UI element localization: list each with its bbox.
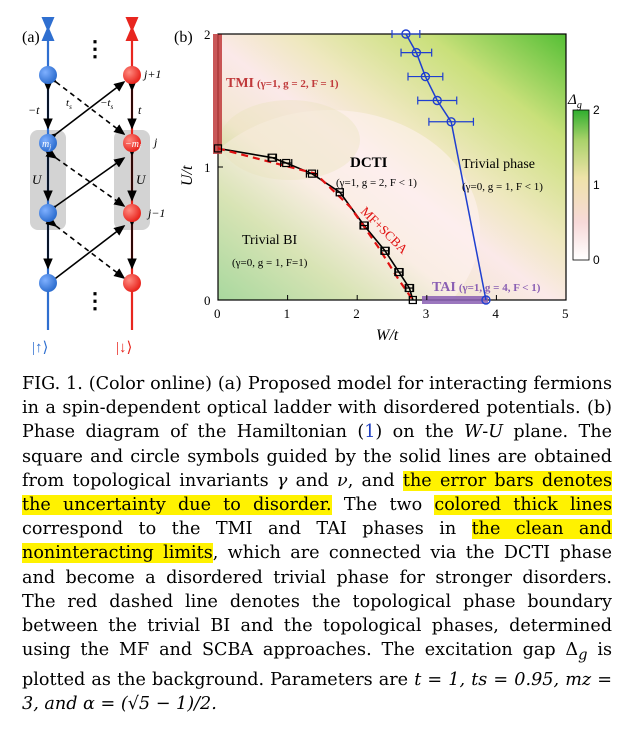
x-tick-label: 1	[284, 306, 291, 321]
square-marker	[394, 267, 404, 277]
region-tmi-label: TMI (γ=1, g = 2, F = 1)	[226, 76, 339, 91]
square-marker	[360, 221, 369, 230]
highlight-colored-lines: colored thick lines	[434, 495, 612, 516]
y-tick-label: 0	[204, 293, 211, 308]
region-bi-label: Trivial BI	[242, 233, 297, 248]
interaction-label-up: U	[32, 172, 43, 187]
tai-thick-line	[422, 296, 488, 304]
region-tai-label: TAI (γ=1, g = 4, F < 1)	[432, 280, 541, 295]
region-bi-invariants: (γ=0, g = 1, F=1)	[232, 257, 308, 269]
x-tick-label: 3	[423, 306, 430, 321]
x-tick-label: 5	[562, 306, 569, 321]
y-axis-label: U/t	[179, 165, 196, 186]
figure-caption: FIG. 1. (Color online) (a) Proposed mode…	[22, 374, 613, 715]
circle-marker	[411, 47, 422, 58]
panel-b-phase-diagram: (b) 0 1 2 3 4 5 0 1 2 TMI (γ=1, g = 2, F = 1) DCT…	[174, 27, 600, 344]
rung-label-jm1: j−1	[146, 206, 165, 220]
tmi-thick-line	[213, 34, 222, 154]
equation-ref-link[interactable]: 1	[364, 422, 376, 443]
hop-label-t: t	[138, 103, 142, 117]
hop-label-minus-t: −t	[28, 103, 40, 117]
circle-marker	[446, 117, 456, 127]
circle-marker	[420, 71, 431, 82]
circle-marker	[481, 295, 491, 305]
interaction-label-down: U	[136, 172, 147, 187]
colorbar-tick-1: 1	[593, 178, 600, 192]
y-tick-label: 1	[204, 160, 211, 175]
site-down-jp1	[123, 66, 141, 84]
spin-down-ket: |↓⟩	[116, 340, 132, 356]
series-line-0	[218, 147, 414, 300]
dots-bottom: ⋮	[84, 288, 106, 313]
square-marker	[408, 295, 417, 305]
site-up-jp1	[39, 66, 57, 84]
region-trivial-invariants: (γ=0, g = 1, F < 1)	[462, 181, 543, 193]
mass-label-up: mj	[42, 139, 51, 151]
region-dcti-invariants: (γ=1, g = 2, F < 1)	[336, 177, 417, 189]
colorbar-label: Δg	[567, 92, 582, 111]
gap-background	[218, 34, 566, 300]
square-marker	[405, 283, 414, 293]
hop-label-minus-ts: −ts	[100, 97, 113, 111]
site-down-jm2	[123, 274, 141, 292]
square-marker	[268, 153, 277, 162]
caption-fig-label: FIG. 1.	[22, 374, 83, 394]
x-axis-label: W/t	[376, 327, 399, 344]
series-line-2	[218, 147, 414, 300]
mass-label-down: −mj	[125, 139, 141, 151]
region-dcti-label: DCTI	[350, 155, 388, 171]
square-marker	[380, 246, 390, 255]
dots-top: ⋮	[84, 36, 106, 61]
site-up-jm1	[39, 204, 57, 222]
cross-hopping-arrows	[45, 72, 126, 288]
circle-marker	[401, 29, 411, 39]
square-marker	[282, 158, 291, 168]
rung-label-j: j	[152, 135, 158, 149]
colorbar-tick-2: 2	[593, 103, 600, 117]
marker-layer	[213, 29, 491, 305]
site-down-j	[123, 134, 141, 152]
colorbar	[572, 109, 590, 261]
panel-a-ladder-diagram: (a) ⋮ ⋮ mj −mj −t t ts −ts U U j+1 j j−1…	[22, 16, 165, 356]
colorbar-tick-0: 0	[593, 253, 600, 267]
rung-label-jp1: j+1	[142, 67, 161, 81]
square-marker	[335, 188, 344, 197]
square-marker	[213, 144, 223, 153]
x-tick-label: 2	[353, 306, 360, 321]
region-trivial-label: Trivial phase	[462, 157, 535, 172]
tick-layer: 0 1 2 3 4 5 0 1 2	[204, 27, 569, 321]
y-tick-label: 2	[204, 27, 211, 42]
hop-label-ts: ts	[66, 97, 72, 111]
site-down-jm1	[123, 204, 141, 222]
panel-a-label: (a)	[22, 29, 40, 46]
spin-up-ket: |↑⟩	[32, 340, 48, 356]
panel-b-label: (b)	[174, 29, 193, 46]
x-tick-label: 0	[214, 306, 221, 321]
site-up-j	[39, 134, 57, 152]
square-marker	[307, 169, 317, 178]
circle-marker	[432, 95, 442, 106]
site-up-jm2	[39, 274, 57, 292]
x-tick-label: 4	[492, 306, 499, 321]
